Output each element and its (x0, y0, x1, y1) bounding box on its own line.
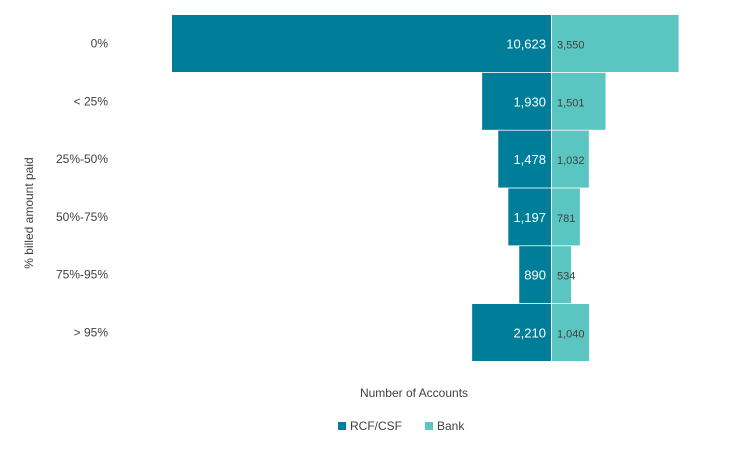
category-label-0: 0% (91, 37, 109, 51)
bar-bank-1 (552, 72, 606, 130)
category-label-5: > 95% (74, 326, 109, 340)
legend-label-rcf-csf: RCF/CSF (350, 419, 402, 433)
bar-rcf-csf-4 (519, 246, 551, 304)
bar-rcf-csf-1 (482, 72, 551, 130)
category-label-3: 50%-75% (56, 210, 108, 224)
bar-bank-2 (552, 130, 589, 188)
value-label-bank-3: 781 (557, 213, 575, 225)
value-label-rcf-csf-3: 1,197 (513, 210, 546, 225)
legend-swatch-bank (425, 422, 433, 430)
bar-rcf-csf-0 (172, 15, 551, 72)
legend-swatch-rcf-csf (338, 422, 346, 430)
value-label-rcf-csf-5: 2,210 (513, 326, 546, 341)
category-label-4: 75%-95% (56, 268, 108, 282)
value-label-rcf-csf-0: 10,623 (506, 37, 546, 52)
legend-label-bank: Bank (437, 419, 465, 433)
value-label-bank-1: 1,501 (557, 97, 585, 109)
bar-bank-0 (552, 15, 679, 72)
value-label-bank-2: 1,032 (557, 155, 585, 167)
value-label-bank-4: 534 (557, 271, 575, 283)
bar-bank-4 (552, 246, 572, 304)
y-axis-label: % billed amount paid (22, 157, 36, 268)
bar-rcf-csf-2 (498, 130, 551, 188)
x-axis-label: Number of Accounts (360, 386, 468, 400)
value-label-rcf-csf-1: 1,930 (513, 94, 546, 109)
bar-rcf-csf-3 (508, 188, 551, 246)
category-label-1: < 25% (74, 94, 109, 108)
legend: RCF/CSF Bank (338, 419, 465, 433)
category-label-2: 25%-50% (56, 152, 108, 166)
value-label-rcf-csf-4: 890 (524, 268, 546, 283)
value-label-rcf-csf-2: 1,478 (513, 152, 546, 167)
category-labels: 0% < 25% 25%-50% 50%-75% 75%-95% > 95% (56, 37, 108, 340)
bar-bank-5 (552, 304, 590, 361)
bar-bank-3 (552, 188, 580, 246)
value-label-bank-0: 3,550 (557, 40, 585, 52)
bars-group: 10,623 3,550 1,930 1,501 1,478 1,032 1,197 781 8… (172, 15, 679, 361)
bar-rcf-csf-5 (472, 304, 551, 361)
value-label-bank-5: 1,040 (557, 329, 585, 341)
